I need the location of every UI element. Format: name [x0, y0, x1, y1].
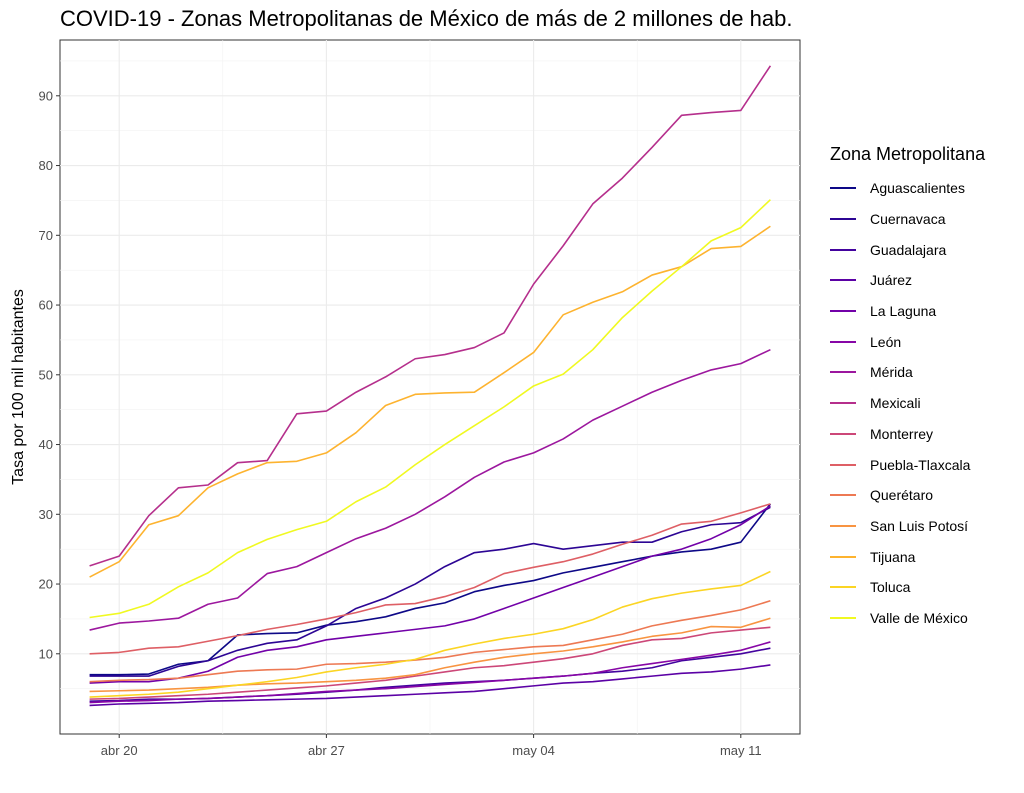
- legend-swatch: [830, 371, 856, 374]
- legend-items: Aguascalientes Cuernavaca Guadalajara Juáre…: [830, 173, 1020, 633]
- legend-label: Valle de México: [870, 609, 968, 626]
- legend-label: Aguascalientes: [870, 180, 965, 197]
- x-tick-label: abr 27: [308, 743, 345, 758]
- legend-swatch: [830, 524, 856, 527]
- x-tick-label: may 11: [720, 743, 762, 758]
- legend-label: Guadalajara: [870, 241, 947, 258]
- legend-item-mexicali: Mexicali: [830, 388, 1020, 419]
- series-line-cuernavaca: [89, 506, 771, 677]
- legend-item-puebla-tlaxcala: Puebla-Tlaxcala: [830, 449, 1020, 480]
- legend-item-leon: León: [830, 326, 1020, 357]
- series-line-tijuana: [89, 225, 771, 578]
- legend-swatch: [830, 187, 856, 190]
- y-tick-label: 60: [39, 298, 53, 313]
- series-line-puebla-tlaxcala: [89, 503, 771, 655]
- legend-item-valle-de-mexico: Valle de México: [830, 603, 1020, 634]
- series-line-merida: [89, 348, 771, 631]
- series-line-juarez: [89, 664, 771, 707]
- y-tick-label: 20: [39, 577, 53, 592]
- series-line-valle-de-mexico: [89, 199, 771, 619]
- series-line-la-laguna: [89, 505, 771, 684]
- legend-swatch: [830, 586, 856, 589]
- legend-label: Querétaro: [870, 487, 934, 504]
- legend-label: Tijuana: [870, 548, 916, 565]
- legend-swatch: [830, 463, 856, 466]
- y-tick-label: 90: [39, 88, 53, 103]
- y-tick-label: 70: [39, 228, 53, 243]
- series-line-queretaro: [89, 600, 771, 683]
- y-axis-title: Tasa por 100 mil habitantes: [10, 289, 27, 485]
- axes: 10 20 30 40 50 60 70 80 90 abr 20 abr 27 may 04 may …: [39, 88, 762, 758]
- series-lines: [89, 65, 772, 707]
- legend-swatch: [830, 616, 856, 619]
- legend-item-monterrey: Monterrey: [830, 419, 1020, 450]
- legend-swatch: [830, 432, 856, 435]
- legend-label: Cuernavaca: [870, 211, 946, 228]
- series-line-leon: [89, 641, 771, 704]
- legend-swatch: [830, 494, 856, 497]
- x-tick-label: may 04: [512, 743, 555, 758]
- series-line-mexicali: [89, 65, 772, 567]
- legend-item-cuernavaca: Cuernavaca: [830, 204, 1020, 235]
- legend-item-aguascalientes: Aguascalientes: [830, 173, 1020, 204]
- legend-label: Toluca: [870, 579, 911, 596]
- series-line-toluca: [89, 570, 771, 698]
- legend-title: Zona Metropolitana: [830, 144, 986, 164]
- legend-item-merida: Mérida: [830, 357, 1020, 388]
- legend-label: León: [870, 333, 902, 350]
- y-tick-label: 40: [39, 437, 53, 452]
- y-tick-label: 30: [39, 507, 53, 522]
- legend-swatch: [830, 248, 856, 251]
- legend-item-tijuana: Tijuana: [830, 541, 1020, 572]
- legend-swatch: [830, 340, 856, 343]
- legend-item-guadalajara: Guadalajara: [830, 234, 1020, 265]
- legend-label: La Laguna: [870, 303, 937, 320]
- legend-label: Monterrey: [870, 425, 934, 442]
- legend-swatch: [830, 402, 856, 405]
- legend-item-toluca: Toluca: [830, 572, 1020, 603]
- y-tick-label: 80: [39, 158, 53, 173]
- y-tick-label: 50: [39, 367, 53, 382]
- legend-label: Mérida: [870, 364, 913, 381]
- series-line-monterrey: [89, 626, 771, 700]
- y-tick-label: 10: [39, 646, 53, 661]
- legend-label: Puebla-Tlaxcala: [870, 456, 971, 473]
- legend-item-juarez: Juárez: [830, 265, 1020, 296]
- legend-swatch: [830, 218, 856, 221]
- series-line-san-luis-potosi: [89, 617, 771, 693]
- x-tick-label: abr 20: [101, 743, 138, 758]
- legend-swatch: [830, 279, 856, 282]
- legend-label: Mexicali: [870, 395, 921, 412]
- legend-label: San Luis Potosí: [870, 517, 969, 534]
- chart-title: COVID-19 - Zonas Metropolitanas de Méxic…: [60, 6, 793, 31]
- legend-item-san-luis-potosi: San Luis Potosí: [830, 511, 1020, 542]
- legend-label: Juárez: [870, 272, 913, 289]
- legend-swatch: [830, 555, 856, 558]
- legend-swatch: [830, 310, 856, 313]
- minor-gridlines: [60, 40, 800, 734]
- legend-item-la-laguna: La Laguna: [830, 296, 1020, 327]
- legend-item-queretaro: Querétaro: [830, 480, 1020, 511]
- legend: Zona Metropolitana Aguascalientes Cuernav…: [830, 144, 1020, 633]
